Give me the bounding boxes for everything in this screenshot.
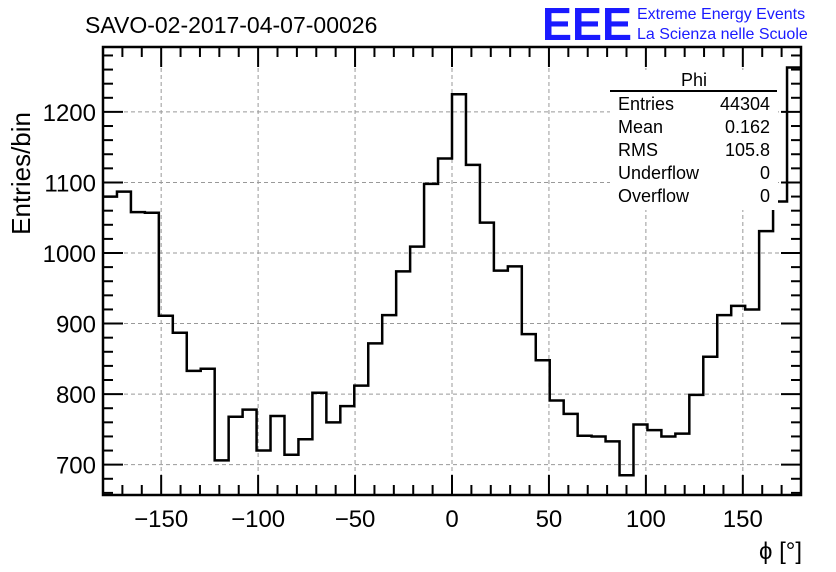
histogram-bin: [396, 271, 410, 495]
stats-label: RMS: [618, 140, 658, 160]
histogram-bin: [717, 315, 731, 495]
y-tick-label: 800: [56, 382, 96, 409]
histogram-bin: [312, 393, 326, 495]
y-axis-label: Entries/bin: [6, 112, 36, 235]
logo-line2: La Scienza nelle Scuole: [637, 26, 808, 43]
histogram-bin: [173, 333, 187, 495]
stats-value: 44304: [720, 94, 770, 114]
x-axis-label: ϕ [°]: [759, 538, 802, 565]
stats-value: 0: [760, 163, 770, 183]
x-tick-label: −100: [231, 506, 285, 533]
chart-title: SAVO-02-2017-04-07-00026: [85, 12, 377, 38]
axes: [101, 45, 803, 497]
histogram-bin: [145, 213, 159, 495]
x-tick-label: 0: [445, 506, 458, 533]
x-tick-label: 100: [626, 506, 666, 533]
histogram-bin: [117, 192, 131, 495]
histogram-bin: [703, 357, 717, 495]
histogram-bin: [564, 414, 578, 495]
histogram-bin: [592, 436, 606, 495]
histogram-bin: [229, 417, 243, 495]
histogram-bin: [326, 422, 340, 495]
histogram-bin: [578, 436, 592, 495]
histogram-bin: [675, 434, 689, 495]
histogram-bin: [354, 386, 368, 495]
x-tick-label: 150: [723, 506, 763, 533]
x-tick-label: −50: [335, 506, 376, 533]
histogram-bin: [508, 266, 522, 495]
histogram-bin: [745, 309, 759, 495]
histogram-bin: [243, 410, 257, 495]
logo: EEE Extreme Energy Events La Scienza nel…: [542, 0, 808, 50]
histogram-line: [103, 66, 801, 477]
histogram-bin: [452, 94, 466, 495]
logo-line1: Extreme Energy Events: [637, 6, 805, 23]
y-tick-label: 900: [56, 312, 96, 339]
stats-label: Overflow: [618, 186, 690, 206]
histogram-bin: [368, 343, 382, 495]
histogram-bin: [647, 430, 661, 495]
logo-mark: EEE: [542, 0, 632, 50]
tick-labels: −150 −100 −50 0 50 100 150 700 800 900 1000 1100 120…: [43, 100, 763, 533]
histogram-bin: [410, 247, 424, 495]
histogram-bin: [480, 223, 494, 495]
stats-label: Mean: [618, 117, 663, 137]
histogram-bin: [661, 436, 675, 495]
histogram-bin: [187, 371, 201, 495]
histogram-bin: [382, 315, 396, 495]
histogram-bin: [424, 184, 438, 495]
histogram-bin: [271, 416, 285, 495]
histogram-bin: [522, 334, 536, 495]
histogram-bin: [550, 400, 564, 495]
y-tick-label: 700: [56, 453, 96, 480]
histogram-bin: [536, 360, 550, 495]
histogram-bin: [494, 271, 508, 495]
stats-box: Phi Entries 44304 Mean 0.162 RMS 105.8 Underfl…: [610, 70, 778, 210]
histogram-bin: [438, 158, 452, 495]
histogram-bin: [731, 306, 745, 495]
stats-label: Underflow: [618, 163, 700, 183]
histogram-bin: [298, 439, 312, 495]
y-tick-label: 1200: [43, 100, 96, 127]
stats-title: Phi: [681, 70, 707, 90]
stats-value: 105.8: [725, 140, 770, 160]
histogram-bin: [201, 369, 215, 495]
x-tick-label: −150: [134, 506, 188, 533]
y-tick-label: 1100: [44, 170, 96, 197]
histogram-bin: [215, 460, 229, 495]
stats-value: 0: [760, 186, 770, 206]
stats-value: 0.162: [725, 117, 770, 137]
histogram-bin: [759, 231, 773, 495]
histogram: [103, 66, 801, 495]
histogram-bin: [159, 316, 173, 495]
histogram-bin: [689, 395, 703, 495]
histogram-bin: [773, 202, 787, 495]
stats-label: Entries: [618, 94, 674, 114]
y-tick-label: 1000: [43, 241, 96, 268]
x-tick-label: 50: [536, 506, 563, 533]
histogram-bin: [466, 165, 480, 495]
histogram-bin: [131, 212, 145, 495]
histogram-bin: [340, 406, 354, 495]
